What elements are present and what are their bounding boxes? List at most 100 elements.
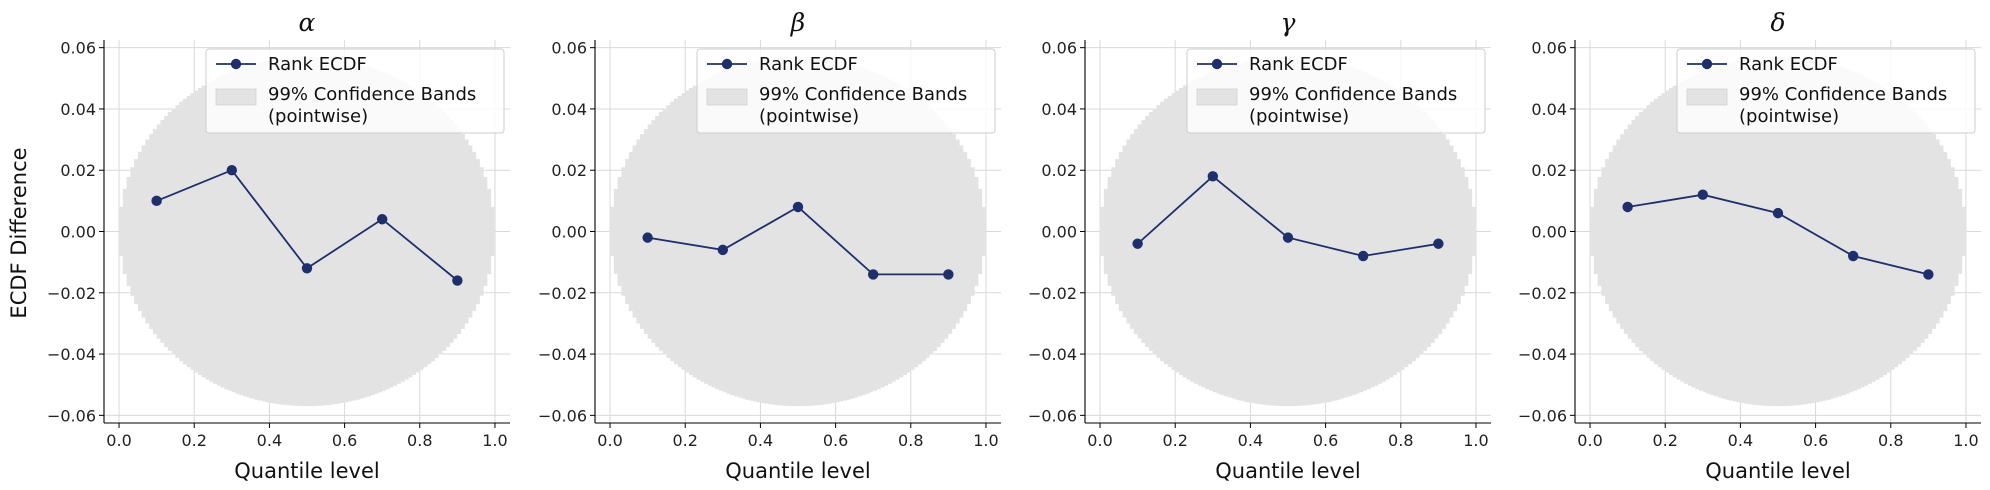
legend-frame — [696, 48, 996, 134]
y-tick-label: 0.00 — [1531, 223, 1567, 242]
rank-ecdf-point — [1847, 250, 1859, 262]
x-tick-label: 0.2 — [181, 431, 206, 450]
x-tick-label: 0.8 — [407, 431, 432, 450]
y-tick-label: 0.04 — [1041, 100, 1077, 119]
legend-band-swatch — [706, 88, 748, 106]
legend-label-bands: 99% Confidence Bands — [1249, 84, 1457, 105]
y-tick-label: −0.02 — [538, 284, 587, 303]
rank-ecdf-point — [867, 269, 879, 280]
y-tick-label: −0.04 — [1518, 345, 1567, 364]
rank-ecdf-point — [1923, 269, 1934, 280]
x-tick-label: 0.4 — [257, 431, 282, 450]
y-tick-label: 0.02 — [1041, 161, 1077, 180]
rank-ecdf-point — [1772, 207, 1784, 219]
rank-ecdf-point — [452, 275, 463, 286]
rank-ecdf-point — [1357, 250, 1369, 262]
x-tick-label: 0.8 — [1878, 431, 1903, 450]
y-tick-label: 0.06 — [551, 39, 587, 58]
rank-ecdf-point — [1132, 238, 1143, 249]
legend-label-rank-ecdf: Rank ECDF — [1739, 54, 1838, 75]
rank-ecdf-point — [1207, 171, 1219, 182]
x-tick-label: 0.6 — [1803, 431, 1828, 450]
legend: Rank ECDF 99% Confidence Bands(pointwise) — [696, 48, 996, 134]
legend-band-swatch — [1196, 88, 1238, 106]
legend-label-bands: 99% Confidence Bands — [759, 84, 967, 105]
legend-label-bands-sub: (pointwise) — [1739, 106, 1839, 127]
y-tick-label: −0.06 — [47, 406, 96, 425]
x-tick-label: 0.4 — [1728, 431, 1753, 450]
rank-ecdf-point — [1622, 201, 1633, 213]
legend-marker-swatch — [1211, 58, 1223, 70]
rank-ecdf-point — [1697, 189, 1709, 200]
rank-ecdf-point — [301, 263, 313, 274]
legend-band-swatch — [1686, 88, 1728, 106]
panel-3: 0.0 0.2 0.4 0.6 0.8 1.0 −0.06 −0.04 −0.02 0.00 0.0… — [1028, 8, 1491, 483]
legend-frame — [205, 48, 505, 134]
y-tick-label: −0.02 — [1028, 284, 1077, 303]
y-tick-label: −0.02 — [1518, 284, 1567, 303]
legend-marker-swatch — [1701, 58, 1713, 70]
y-tick-label: 0.04 — [60, 100, 96, 119]
x-axis-label: Quantile level — [234, 459, 379, 483]
y-tick-label: −0.04 — [47, 345, 96, 364]
y-tick-label: −0.06 — [1028, 406, 1077, 425]
legend-label-rank-ecdf: Rank ECDF — [268, 54, 367, 75]
legend-label-rank-ecdf: Rank ECDF — [1249, 54, 1348, 75]
y-tick-label: 0.00 — [1041, 223, 1077, 242]
y-tick-label: 0.00 — [60, 223, 96, 242]
panel-title: γ — [1281, 8, 1296, 37]
y-tick-label: 0.06 — [60, 39, 96, 58]
legend-label-bands-sub: (pointwise) — [1249, 106, 1349, 127]
rank-ecdf-point — [376, 214, 388, 225]
y-tick-label: 0.00 — [551, 223, 587, 242]
x-tick-label: 0.0 — [106, 431, 131, 450]
panel-title: β — [790, 8, 805, 37]
rank-ecdf-point — [151, 195, 162, 207]
panel-title: δ — [1770, 8, 1785, 37]
legend-band-swatch — [215, 88, 257, 106]
y-tick-label: 0.02 — [60, 161, 96, 180]
confidence-band — [610, 56, 986, 407]
y-tick-label: 0.02 — [1531, 161, 1567, 180]
y-tick-label: 0.02 — [551, 161, 587, 180]
confidence-band — [119, 56, 495, 407]
rank-ecdf-point — [1433, 238, 1444, 249]
y-tick-label: 0.04 — [551, 100, 587, 119]
x-tick-label: 0.8 — [898, 431, 923, 450]
rank-ecdf-point — [226, 165, 238, 176]
x-tick-label: 1.0 — [1953, 431, 1978, 450]
x-tick-label: 0.0 — [597, 431, 622, 450]
legend: Rank ECDF 99% Confidence Bands(pointwise) — [205, 48, 505, 134]
x-tick-label: 0.2 — [672, 431, 697, 450]
x-tick-label: 1.0 — [1463, 431, 1488, 450]
legend-label-bands: 99% Confidence Bands — [1739, 84, 1947, 105]
x-tick-label: 0.6 — [332, 431, 357, 450]
x-tick-label: 0.2 — [1652, 431, 1677, 450]
y-axis-label: ECDF Difference — [7, 147, 31, 318]
legend-marker-swatch — [721, 58, 733, 70]
legend: Rank ECDF 99% Confidence Bands(pointwise) — [1676, 48, 1976, 134]
legend-frame — [1186, 48, 1486, 134]
y-tick-label: 0.04 — [1531, 100, 1567, 119]
x-tick-label: 0.8 — [1388, 431, 1413, 450]
confidence-band — [1100, 56, 1476, 407]
x-tick-label: 0.0 — [1087, 431, 1112, 450]
confidence-band — [1590, 56, 1966, 407]
y-tick-label: 0.06 — [1041, 39, 1077, 58]
rank-ecdf-point — [1282, 232, 1294, 243]
y-tick-label: −0.04 — [1028, 345, 1077, 364]
x-tick-label: 1.0 — [973, 431, 998, 450]
legend-marker-swatch — [230, 58, 242, 70]
legend-label-rank-ecdf: Rank ECDF — [759, 54, 858, 75]
x-tick-label: 0.6 — [823, 431, 848, 450]
rank-ecdf-point — [642, 232, 653, 243]
legend: Rank ECDF 99% Confidence Bands(pointwise) — [1186, 48, 1486, 134]
x-axis-label: Quantile level — [1215, 459, 1360, 483]
y-tick-label: −0.06 — [1518, 406, 1567, 425]
panel-4: 0.0 0.2 0.4 0.6 0.8 1.0 −0.06 −0.04 −0.02 0.00 0.0… — [1518, 8, 1981, 483]
x-tick-label: 0.4 — [1238, 431, 1263, 450]
panel-2: 0.0 0.2 0.4 0.6 0.8 1.0 −0.06 −0.04 −0.02 0.00 0.0… — [538, 8, 1001, 483]
y-tick-label: 0.06 — [1531, 39, 1567, 58]
y-tick-label: −0.04 — [538, 345, 587, 364]
